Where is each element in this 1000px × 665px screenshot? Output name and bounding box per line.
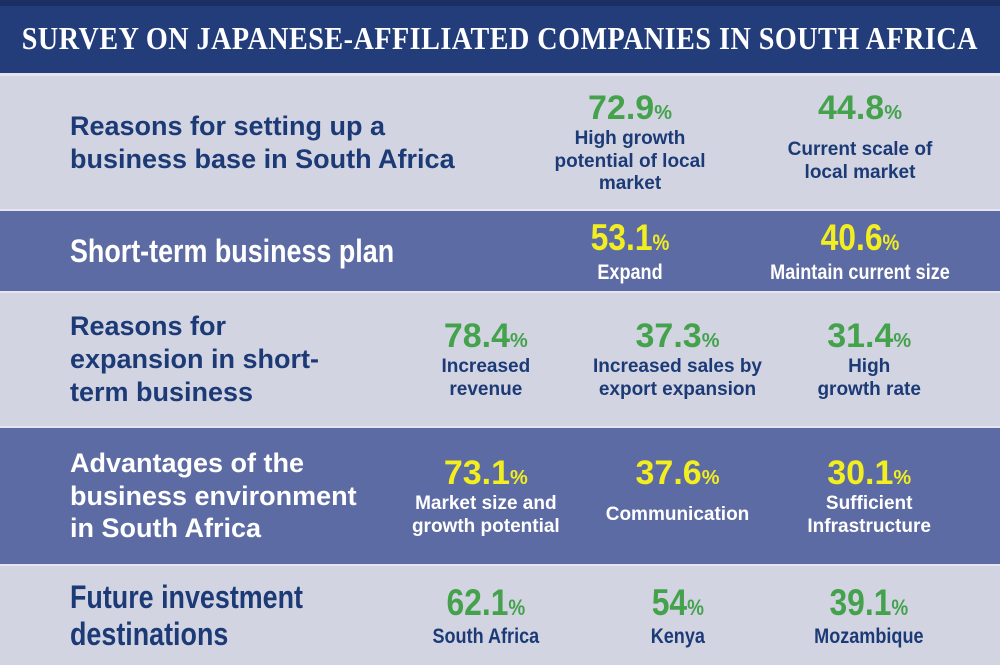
section-future-investment: Future investment destinations 62.1% Sou… bbox=[0, 566, 1000, 665]
percent-sign: % bbox=[893, 330, 912, 353]
stat-item: 72.9% High growth potential of local mar… bbox=[515, 89, 745, 196]
percent-sign: % bbox=[891, 594, 909, 620]
stat-item: 31.4% High growth rate bbox=[773, 317, 965, 402]
stat-number: 31.4 bbox=[827, 317, 894, 356]
stat-value: 53.1% bbox=[531, 217, 729, 260]
stat-label: Increased revenue bbox=[441, 356, 531, 401]
stat-value: 37.3% bbox=[582, 317, 774, 356]
stat-number: 39.1 bbox=[829, 581, 892, 623]
stat-label: Current scale of local market bbox=[787, 139, 933, 184]
stat-item: 53.1% Expand bbox=[531, 217, 729, 285]
stat-label: High growth potential of local market bbox=[554, 127, 706, 195]
percent-sign: % bbox=[686, 594, 704, 620]
stat-item: 73.1% Market size and growth potential bbox=[390, 454, 582, 539]
percent-sign: % bbox=[701, 330, 720, 353]
stat-number: 73.1 bbox=[443, 453, 511, 492]
section-title: Reasons for expansion in short- term bus… bbox=[70, 311, 320, 407]
section-title: Future investment destinations bbox=[70, 578, 303, 652]
stat-group: 53.1% Expand 40.6% Maintain current size bbox=[515, 217, 975, 285]
section-title: Advantages of the business environment i… bbox=[70, 447, 357, 544]
stat-item: 54% Kenya bbox=[595, 582, 760, 650]
section-reasons-expansion: Reasons for expansion in short- term bus… bbox=[0, 293, 1000, 426]
percent-sign: % bbox=[893, 466, 912, 489]
stat-item: 37.6% Communication bbox=[582, 454, 774, 539]
stat-group: 72.9% High growth potential of local mar… bbox=[515, 89, 975, 196]
stat-item: 37.3% Increased sales by export expansio… bbox=[582, 317, 774, 402]
stat-number: 44.8 bbox=[818, 88, 885, 127]
stat-number: 62.1 bbox=[446, 581, 509, 623]
section-short-term-plan: Short-term business plan 53.1% Expand 40… bbox=[0, 211, 1000, 291]
stat-value: 39.1% bbox=[787, 582, 952, 625]
section-reasons-setting-up: Reasons for setting up a business base i… bbox=[0, 76, 1000, 209]
stat-number: 37.6 bbox=[635, 453, 702, 492]
percent-sign: % bbox=[652, 230, 670, 256]
stat-item: 78.4% Increased revenue bbox=[390, 317, 582, 402]
stat-item: 39.1% Mozambique bbox=[787, 582, 952, 650]
stat-label: Communication bbox=[605, 504, 750, 526]
stat-group: 62.1% South Africa 54% Kenya 39.1% Mozam… bbox=[390, 582, 965, 650]
header-bar: SURVEY ON JAPANESE-AFFILIATED COMPANIES … bbox=[0, 0, 1000, 73]
stat-value: 62.1% bbox=[403, 582, 568, 625]
stat-label: Sufficient Infrastructure bbox=[807, 492, 931, 537]
percent-sign: % bbox=[884, 101, 902, 124]
stat-label: Market size and growth potential bbox=[411, 492, 560, 537]
stat-number: 54 bbox=[651, 581, 687, 623]
percent-sign: % bbox=[508, 594, 526, 620]
stat-label: South Africa bbox=[432, 625, 540, 649]
stat-value: 73.1% bbox=[390, 454, 582, 493]
stat-group: 78.4% Increased revenue 37.3% Increased … bbox=[390, 317, 965, 402]
section-advantages: Advantages of the business environment i… bbox=[0, 428, 1000, 564]
stat-number: 40.6 bbox=[820, 217, 883, 259]
page-title: SURVEY ON JAPANESE-AFFILIATED COMPANIES … bbox=[21, 21, 979, 57]
stat-value: 78.4% bbox=[390, 317, 582, 356]
section-title: Short-term business plan bbox=[70, 232, 395, 269]
stat-value: 54% bbox=[595, 582, 760, 625]
stat-label: Increased sales by export expansion bbox=[593, 356, 762, 401]
stat-value: 44.8% bbox=[745, 89, 975, 128]
percent-sign: % bbox=[701, 466, 720, 489]
stat-number: 53.1 bbox=[590, 217, 653, 259]
stat-item: 40.6% Maintain current size bbox=[761, 217, 959, 285]
stat-value: 37.6% bbox=[582, 454, 774, 493]
stat-value: 72.9% bbox=[515, 89, 745, 128]
stat-item: 30.1% Sufficient Infrastructure bbox=[773, 454, 965, 539]
stat-number: 30.1 bbox=[827, 453, 894, 492]
stat-value: 30.1% bbox=[773, 454, 965, 493]
percent-sign: % bbox=[510, 466, 528, 489]
stat-value: 31.4% bbox=[773, 317, 965, 356]
stat-number: 78.4 bbox=[443, 317, 511, 356]
percent-sign: % bbox=[882, 230, 900, 256]
stat-number: 72.9 bbox=[588, 88, 655, 127]
stat-label: Mozambique bbox=[814, 625, 924, 649]
stat-value: 40.6% bbox=[761, 217, 959, 260]
stat-number: 37.3 bbox=[635, 317, 702, 356]
percent-sign: % bbox=[510, 330, 528, 353]
percent-sign: % bbox=[654, 101, 672, 124]
stat-label: Expand bbox=[597, 260, 663, 284]
stat-item: 44.8% Current scale of local market bbox=[745, 89, 975, 196]
stat-label: Kenya bbox=[650, 625, 705, 649]
stat-label: High growth rate bbox=[817, 356, 921, 401]
stat-label: Maintain current size bbox=[770, 260, 950, 284]
stat-group: 73.1% Market size and growth potential 3… bbox=[390, 454, 965, 539]
section-title: Reasons for setting up a business base i… bbox=[70, 110, 455, 174]
stat-item: 62.1% South Africa bbox=[403, 582, 568, 650]
